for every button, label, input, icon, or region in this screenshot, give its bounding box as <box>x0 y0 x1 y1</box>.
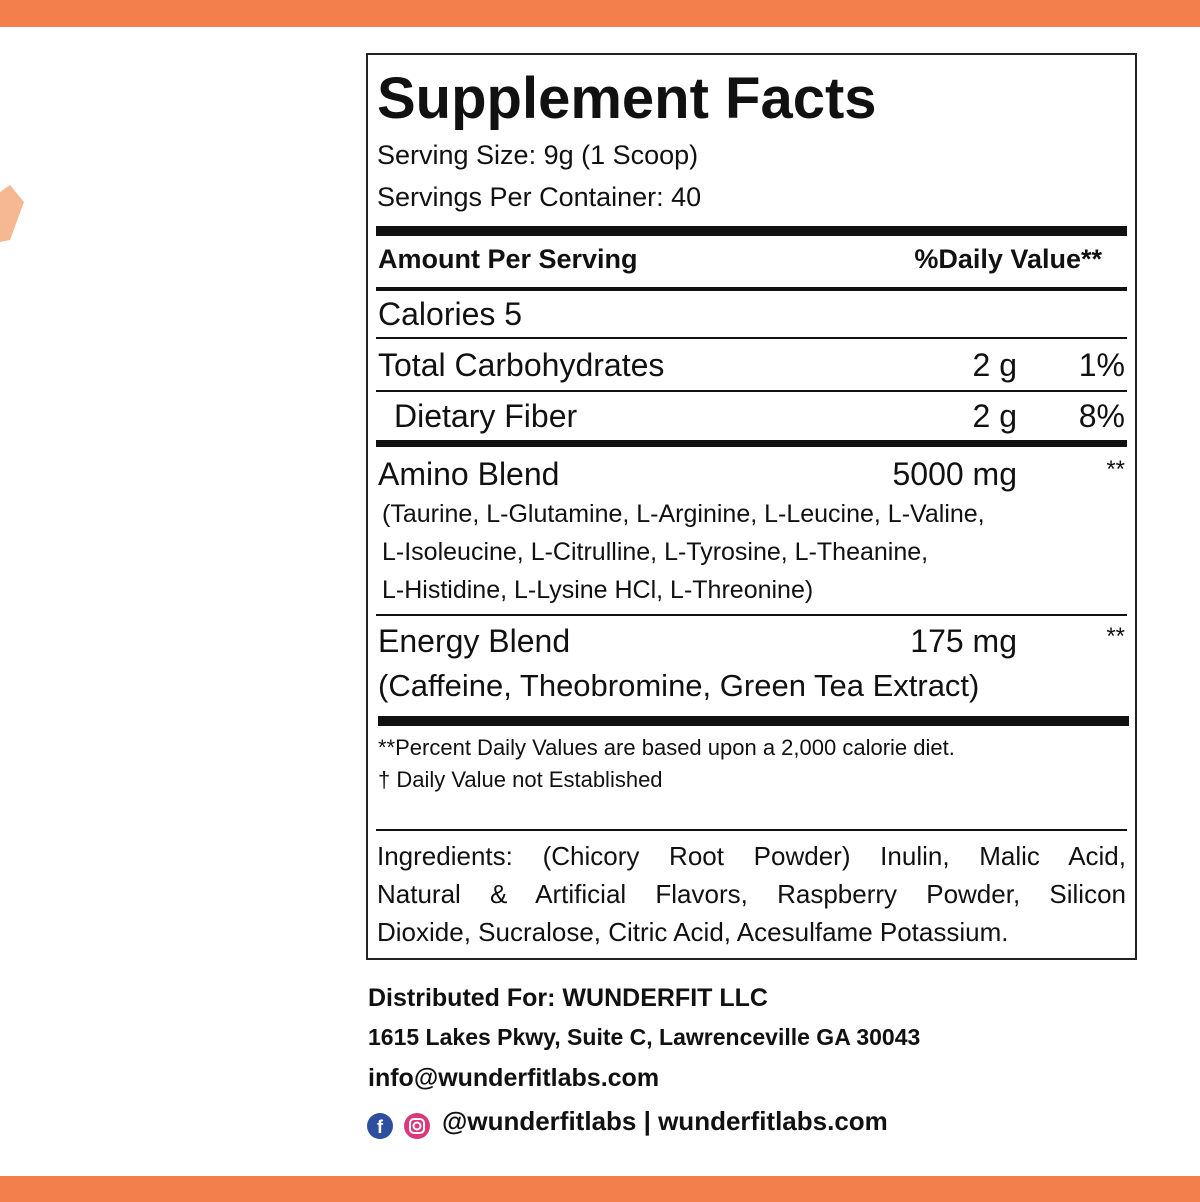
nutrient-daily-value: 8% <box>1078 398 1125 434</box>
blend-daily-value: ** <box>1106 456 1125 483</box>
blend-details: L-Histidine, L-Lysine HCl, L-Threonine) <box>382 576 814 604</box>
distributor-email: info@wunderfitlabs.com <box>368 1064 660 1092</box>
blend-daily-value: ** <box>1106 623 1125 650</box>
rule <box>376 390 1127 392</box>
blend-details: (Taurine, L-Glutamine, L-Arginine, L-Leu… <box>382 500 985 528</box>
nutrient-name: Dietary Fiber <box>394 398 578 434</box>
ingredients: Natural & Artificial Flavors, Raspberry … <box>377 879 1126 909</box>
distributor-name: Distributed For: WUNDERFIT LLC <box>368 984 768 1012</box>
footnote: † Daily Value not Established <box>378 767 663 792</box>
decor-shape <box>0 185 24 242</box>
nutrient-amount: 2 g <box>972 398 1017 434</box>
bottom-bar <box>0 1176 1200 1202</box>
blend-details: (Caffeine, Theobromine, Green Tea Extrac… <box>378 668 980 703</box>
serving-size: Serving Size: 9g (1 Scoop) <box>377 140 699 170</box>
title: Supplement Facts <box>377 66 877 131</box>
blend-amount: 175 mg <box>910 623 1017 659</box>
rule <box>376 226 1127 236</box>
blend-details: L-Isoleucine, L-Citrulline, L-Tyrosine, … <box>382 538 929 566</box>
nutrient-amount: 2 g <box>972 347 1017 383</box>
blend-amount: 5000 mg <box>892 456 1017 492</box>
rule <box>376 440 1127 447</box>
rule <box>376 287 1127 291</box>
social-icons: f <box>367 1113 430 1139</box>
rule <box>378 716 1129 726</box>
header-amount: Amount Per Serving <box>378 244 638 274</box>
footnote: **Percent Daily Values are based upon a … <box>378 735 955 760</box>
svg-text:f: f <box>377 1117 384 1137</box>
distributor-address: 1615 Lakes Pkwy, Suite C, Lawrenceville … <box>368 1024 921 1050</box>
header-daily-value: %Daily Value** <box>914 244 1102 274</box>
top-bar <box>0 0 1200 27</box>
distributor-social: @wunderfitlabs | wunderfitlabs.com <box>442 1106 888 1136</box>
blend-name: Amino Blend <box>378 456 560 492</box>
blend-name: Energy Blend <box>378 623 571 659</box>
rule <box>376 829 1127 831</box>
calories: Calories 5 <box>378 296 523 332</box>
ingredients: Ingredients: (Chicory Root Powder) Inuli… <box>377 841 1126 871</box>
ingredients: Dioxide, Sucralose, Citric Acid, Acesulf… <box>377 917 1009 947</box>
servings-per-container: Servings Per Container: 40 <box>377 182 702 212</box>
rule <box>376 337 1127 339</box>
nutrient-daily-value: 1% <box>1078 347 1125 383</box>
rule <box>376 614 1127 616</box>
nutrient-name: Total Carbohydrates <box>378 347 665 383</box>
facts-box <box>366 53 1137 960</box>
